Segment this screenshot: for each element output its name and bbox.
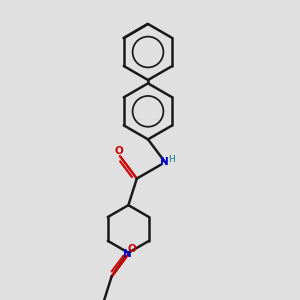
Text: O: O (115, 146, 123, 156)
Text: O: O (127, 244, 136, 254)
Text: N: N (123, 249, 132, 259)
Text: H: H (168, 155, 175, 164)
Text: N: N (160, 157, 169, 167)
